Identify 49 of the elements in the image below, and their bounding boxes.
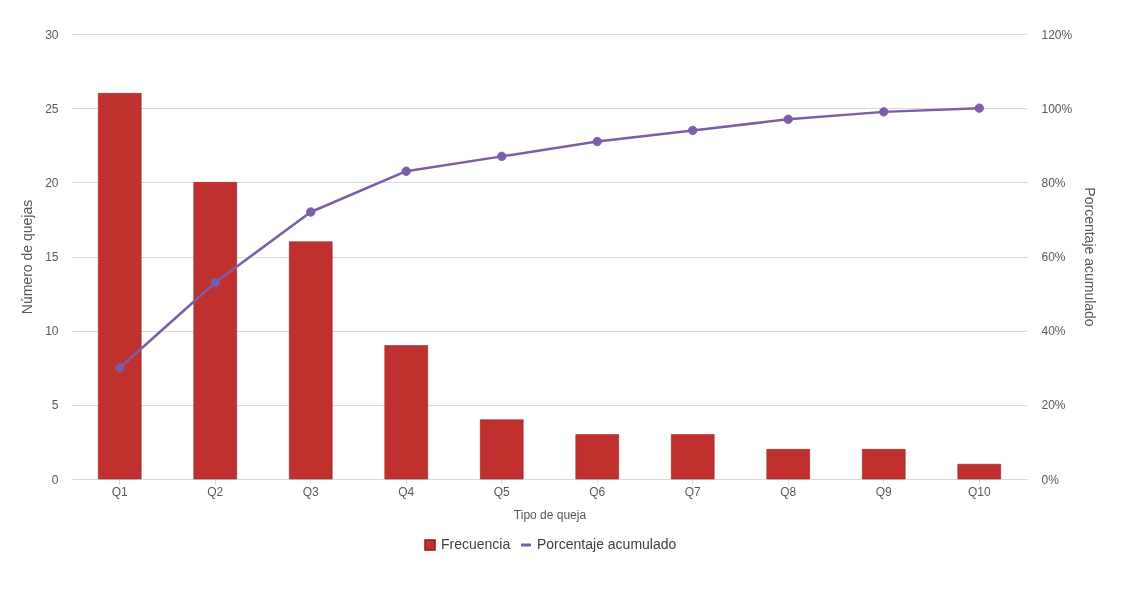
x-tick-label: Q9 [875, 484, 893, 499]
y2-tick-label: 60% [1041, 250, 1066, 264]
bar [671, 434, 715, 480]
bar [98, 93, 142, 480]
legend-label: Porcentaje acumulado [537, 536, 677, 552]
bar [193, 182, 237, 480]
x-tick-label: Q8 [780, 484, 797, 499]
bar [766, 449, 810, 480]
y-tick-label: 30 [45, 27, 59, 42]
y2-tick-label: 120% [1041, 27, 1073, 42]
y2-axis-title: Porcentaje acumulado [1082, 187, 1099, 327]
x-tick-label: Q1 [111, 484, 129, 499]
bar [862, 449, 906, 480]
point [306, 207, 316, 217]
point [974, 103, 984, 113]
y-axis-title: Número de quejas [19, 199, 36, 315]
bar [289, 241, 333, 480]
y2-tick-label: 0% [1041, 472, 1060, 487]
y-tick-label: 10 [45, 324, 59, 339]
x-tick-label: Q3 [302, 484, 320, 499]
legend-label: Frecuencia [441, 536, 511, 552]
point [783, 114, 793, 124]
y-tick-label: 20 [45, 175, 59, 190]
x-tick-label: Q4 [398, 484, 415, 499]
bar [957, 463, 1001, 480]
x-axis-title: Tipo de queja [513, 507, 587, 522]
y2-tick-label: 100% [1041, 101, 1073, 116]
point [210, 277, 220, 288]
point [592, 136, 602, 147]
y-tick-label: 25 [45, 101, 59, 116]
point [879, 107, 889, 117]
y2-tick-label: 20% [1041, 398, 1066, 413]
x-tick-label: Q10 [967, 484, 991, 499]
point [688, 125, 698, 136]
point [401, 166, 411, 176]
point [497, 151, 507, 162]
x-tick-label: Q5 [493, 484, 511, 499]
bar [384, 345, 428, 480]
bar [575, 434, 619, 480]
bar [480, 419, 524, 480]
x-tick-label: Q7 [684, 484, 702, 499]
y2-tick-label: 80% [1041, 175, 1066, 190]
y-tick-label: 0 [51, 472, 59, 487]
y-tick-label: 15 [45, 250, 59, 264]
point [115, 363, 125, 373]
x-tick-label: Q6 [589, 484, 606, 499]
y2-tick-label: 40% [1041, 324, 1066, 339]
y-tick-label: 5 [51, 398, 59, 413]
x-tick-label: Q2 [207, 484, 224, 499]
